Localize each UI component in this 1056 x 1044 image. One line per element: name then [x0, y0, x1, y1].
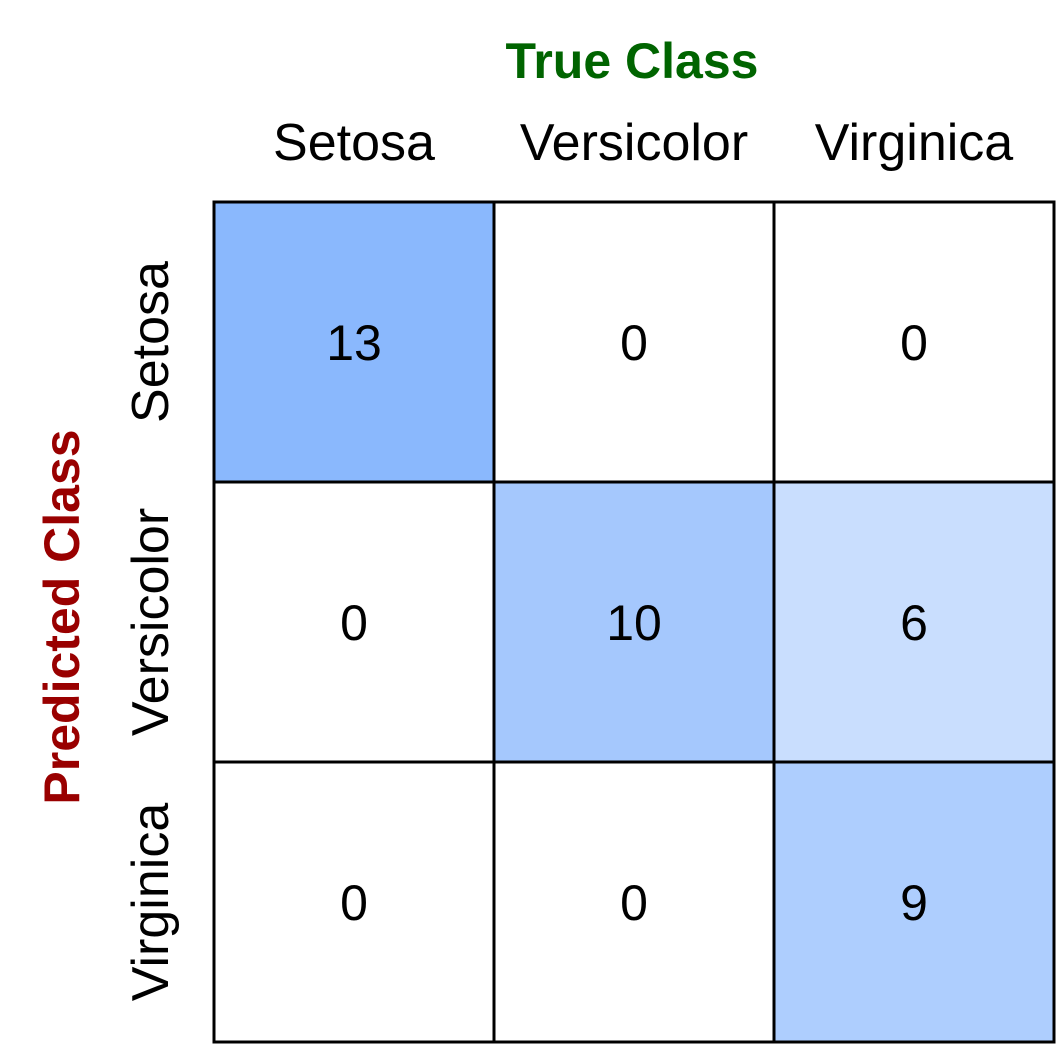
cell-value: 0 — [620, 315, 648, 371]
y-tick-label: Virginica — [122, 803, 180, 1002]
cell-value: 0 — [340, 595, 368, 651]
matrix-cell — [212, 760, 496, 1044]
y-tick-label: Versicolor — [122, 508, 180, 736]
x-tick-label: Virginica — [815, 114, 1014, 172]
cell-value: 6 — [900, 595, 928, 651]
matrix-cell — [492, 480, 776, 764]
matrix-cell — [772, 480, 1056, 764]
matrix-cell — [212, 480, 496, 764]
x-tick-label: Setosa — [273, 114, 435, 172]
cell-value: 0 — [620, 875, 648, 931]
y-tick-labels: Setosa Versicolor Virginica — [122, 261, 180, 1001]
matrix-cell — [772, 760, 1056, 1044]
cells-layer: 13 0 0 0 10 6 0 0 9 — [212, 200, 1056, 1044]
y-tick-label: Setosa — [122, 261, 180, 423]
matrix-cell — [492, 200, 776, 484]
matrix-cell — [772, 200, 1056, 484]
x-axis-title: True Class — [506, 33, 759, 89]
cell-value: 13 — [326, 315, 382, 371]
matrix-cell — [492, 760, 776, 1044]
cell-value: 0 — [340, 875, 368, 931]
x-tick-label: Versicolor — [520, 114, 748, 172]
cell-value: 0 — [900, 315, 928, 371]
y-axis-title: Predicted Class — [34, 429, 90, 804]
cell-value: 9 — [900, 875, 928, 931]
x-tick-labels: Setosa Versicolor Virginica — [273, 114, 1013, 172]
cell-value: 10 — [606, 595, 662, 651]
matrix-cell — [212, 200, 496, 484]
